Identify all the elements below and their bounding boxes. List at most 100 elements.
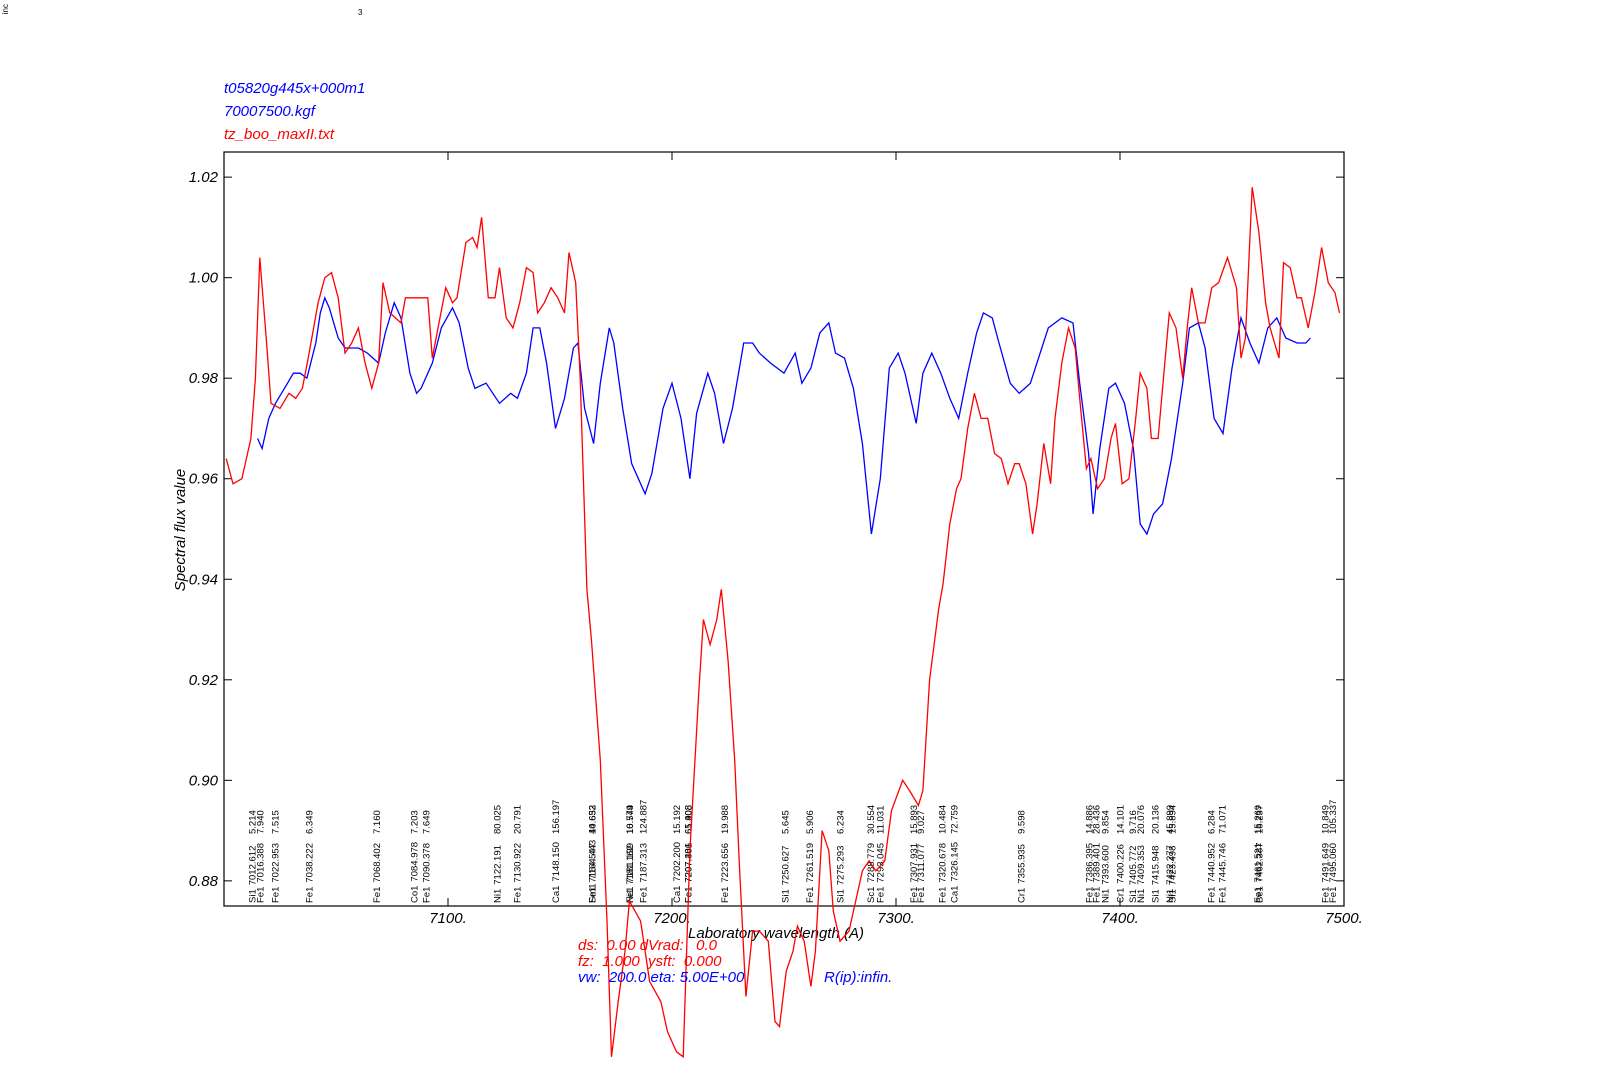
line-element: Fe1 xyxy=(805,887,816,903)
line-element: Fe1 xyxy=(916,887,927,903)
line-strength: 9.027 xyxy=(916,810,927,834)
line-element: Si1 xyxy=(1168,889,1179,903)
line-label: Si1 7250.627 xyxy=(780,846,791,903)
line-label: Fe1 7164.547 xyxy=(588,843,599,903)
y-tick-label: 0.96 xyxy=(189,471,219,488)
line-strength: 14.653 xyxy=(588,805,599,834)
line-label: Fe1 7445.746 xyxy=(1217,843,1228,903)
line-label: Si1 7405.772 xyxy=(1128,846,1139,903)
corner-label: 3 xyxy=(358,8,363,17)
line-element: Ni1 xyxy=(1165,889,1176,903)
line-element: Fe1 xyxy=(1085,887,1096,903)
line-element: Fe1 xyxy=(875,887,886,903)
line-element: Sc1 xyxy=(866,887,877,903)
line-label: Fe1 7068.402 xyxy=(372,843,383,903)
line-wavelength: 7462.387 xyxy=(1255,842,1266,882)
line-element: Fe1 xyxy=(1217,887,1228,903)
line-element: Si1 xyxy=(780,889,791,903)
line-label: Ca1 7148.150 xyxy=(551,842,562,903)
line-label: Fe1 7311.077 xyxy=(916,844,927,903)
line-wavelength: 7386.395 xyxy=(1085,843,1096,883)
line-strength: 80.025 xyxy=(493,805,504,834)
line-element: Si1 xyxy=(1128,889,1139,903)
line-strength: 15.269 xyxy=(1253,805,1264,834)
line-strength: 7.940 xyxy=(256,810,267,834)
line-label: Sc1 7288.779 xyxy=(866,843,877,903)
line-label: Si1 7415.948 xyxy=(1151,846,1162,903)
line-strength: 10.484 xyxy=(937,805,948,834)
corner-label: inc xyxy=(1,4,10,14)
line-label: Fe1 7130.922 xyxy=(512,843,523,903)
line-strength: 10.579 xyxy=(625,805,636,834)
info-text: vw: 200.0 eta: 5.00E+00 xyxy=(578,969,745,986)
line-strength: 20.136 xyxy=(1151,805,1162,834)
line-strength: 6.234 xyxy=(836,810,847,834)
line-element: Ni1 xyxy=(1136,889,1147,903)
line-strength: 15.893 xyxy=(909,805,920,834)
line-strength: 11.031 xyxy=(875,806,886,834)
line-label: Fe1 7223.656 xyxy=(720,843,731,903)
line-label: Fe1 7386.395 xyxy=(1085,843,1096,903)
line-label: Si1 7012.612 xyxy=(247,846,258,903)
line-wavelength: 7202.200 xyxy=(672,842,683,882)
line-wavelength: 7355.935 xyxy=(1016,844,1027,884)
line-element: Si1 xyxy=(247,889,258,903)
line-strength: 6.284 xyxy=(1207,810,1218,834)
line-strength: 28.436 xyxy=(1091,805,1102,834)
line-label: Be1 7462.387 xyxy=(1255,842,1266,903)
line-wavelength: 7326.145 xyxy=(950,842,961,882)
line-strength: 5.906 xyxy=(805,810,816,834)
line-label: Ca1 7202.200 xyxy=(672,842,683,903)
line-element: Fe1 xyxy=(256,887,267,903)
line-strength: 15.192 xyxy=(672,805,683,834)
line-strength: 9.598 xyxy=(1016,810,1027,834)
line-wavelength: 7164.547 xyxy=(588,843,599,883)
line-label: Ca1 7326.145 xyxy=(950,842,961,903)
line-element: Fe1 xyxy=(1091,887,1102,903)
line-wavelength: 7393.600 xyxy=(1101,845,1112,885)
line-label: Fe1 7016.388 xyxy=(256,843,267,903)
line-label: Fe1 7461.521 xyxy=(1253,843,1264,903)
line-strength: 15.894 xyxy=(1168,805,1179,834)
line-element: Ni1 xyxy=(625,889,636,903)
line-wavelength: 7423.498 xyxy=(1168,846,1179,886)
line-strength: 30.554 xyxy=(866,805,877,834)
line-strength: 105.337 xyxy=(1328,800,1339,834)
x-axis-label: Laboratory wavelength (A) xyxy=(688,925,864,942)
line-wavelength: 7400.226 xyxy=(1116,844,1127,884)
y-tick-label: 0.88 xyxy=(189,873,219,890)
line-wavelength: 7068.402 xyxy=(372,843,383,883)
line-strength: 71.071 xyxy=(1217,805,1228,834)
line-wavelength: 7311.077 xyxy=(916,844,927,883)
line-strength: 20.076 xyxy=(1136,805,1147,834)
line-strength: 6.349 xyxy=(305,810,316,834)
line-wavelength: 7181.162 xyxy=(625,845,636,885)
line-strength: 7.160 xyxy=(372,810,383,834)
line-wavelength: 7440.952 xyxy=(1207,843,1218,883)
line-strength: 61.908 xyxy=(684,805,695,834)
line-element: Fe1 xyxy=(1320,887,1331,903)
line-element: Sm1 xyxy=(587,883,598,903)
line-element: Cr1 xyxy=(1116,888,1127,903)
info-text: fz: 1.000 ysft: 0.000 xyxy=(578,953,722,970)
line-label: Ni1 7181.162 xyxy=(625,845,636,903)
line-label: Fe1 7293.045 xyxy=(875,843,886,903)
line-element: Be1 xyxy=(1255,886,1266,903)
line-element: Fe1 xyxy=(372,887,383,903)
line-strength: 124.887 xyxy=(639,800,650,834)
line-label: Fe1 7440.952 xyxy=(1207,843,1218,903)
y-tick-label: 0.94 xyxy=(189,571,218,588)
line-wavelength: 7164.443 xyxy=(587,840,598,880)
x-tick-label: 7500. xyxy=(1325,910,1363,927)
line-element: Ca1 xyxy=(950,886,961,903)
line-wavelength: 7293.045 xyxy=(875,843,886,883)
y-tick-label: 0.92 xyxy=(189,672,219,689)
line-label: Ni1 7422.277 xyxy=(1165,845,1176,903)
line-strength: 65.408 xyxy=(684,805,695,834)
line-label: Cr1 7355.935 xyxy=(1016,844,1027,903)
line-wavelength: 7405.772 xyxy=(1128,846,1139,886)
line-wavelength: 7012.612 xyxy=(247,846,258,886)
line-strength: 16.744 xyxy=(625,805,636,834)
line-element: Fe1 xyxy=(639,887,650,903)
spectrum-line xyxy=(225,187,1341,1059)
